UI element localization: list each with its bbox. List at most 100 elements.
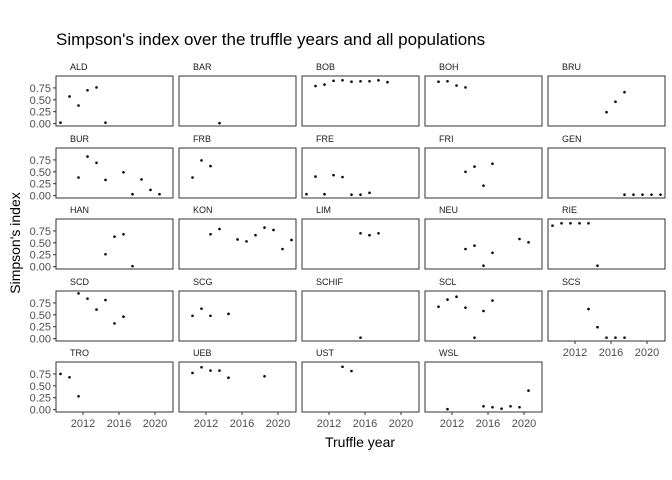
y-tick-label: 0.75 [30,226,51,238]
data-point-tro-2 [77,394,80,398]
data-point-scd-0 [77,292,80,295]
data-point-bur-0 [77,176,80,179]
panel-ust [301,361,420,413]
data-point-kon-0 [209,232,212,236]
x-tick-label: 2016 [353,418,377,430]
data-point-ald-5 [104,121,107,124]
x-tick-label: 2012 [194,418,218,430]
data-point-wsl-4 [509,404,512,408]
facet-label-rie: RIE [562,205,577,215]
facet-label-bob: BOB [316,62,335,72]
data-point-bob-0 [314,84,317,88]
data-point-neu-5 [527,241,530,244]
data-point-scd-2 [95,308,98,311]
y-tick-label: 0.75 [30,369,51,381]
data-point-ald-4 [95,86,98,89]
data-point-kon-8 [290,238,293,242]
panel-fri [424,147,543,199]
x-tick-label: 2016 [476,418,500,430]
data-point-bur-4 [122,170,125,174]
data-point-gen-1 [632,193,635,196]
data-point-bur-3 [104,178,107,182]
x-tick-label: 2012 [563,347,587,359]
data-point-han-0 [104,252,107,256]
data-point-ald-1 [68,95,71,98]
x-tick-label: 2020 [635,347,659,359]
data-point-ust-1 [350,369,353,373]
panel-fre [301,147,420,199]
data-point-scd-4 [113,322,116,325]
data-point-lim-1 [368,233,371,237]
x-tick-label: 2012 [317,418,341,430]
y-tick-label: 0.50 [30,238,51,250]
facet-label-scs: SCS [562,277,581,287]
data-point-rie-4 [587,221,590,225]
panel-han [55,218,174,270]
facet-label-wsl: WSL [439,348,459,358]
data-point-scd-5 [122,315,125,319]
data-point-han-2 [122,232,125,236]
data-point-bur-7 [149,188,152,192]
data-point-bob-6 [368,79,371,83]
y-tick-label: 0.00 [30,119,51,131]
data-point-fre-1 [314,175,317,178]
data-point-bru-2 [623,90,626,94]
facet-label-lim: LIM [316,205,331,215]
data-point-gen-0 [623,193,626,196]
data-point-scg-2 [209,314,212,318]
panel-scd [55,290,174,342]
data-point-kon-4 [254,233,257,237]
data-point-kon-6 [272,228,275,232]
data-point-kon-1 [218,227,221,231]
data-point-rie-1 [560,221,563,225]
data-point-frb-1 [200,159,203,162]
data-point-scs-3 [614,336,617,339]
data-point-scl-2 [455,295,458,299]
facet-label-kon: KON [193,205,213,215]
facet-label-bar: BAR [193,62,212,72]
data-point-bob-3 [341,78,344,82]
data-point-fre-5 [350,193,353,196]
data-point-scl-6 [491,299,494,302]
y-axis-title: Simpson's index [7,192,23,294]
facet-label-bru: BRU [562,62,581,72]
data-point-scl-0 [437,305,440,309]
data-point-scg-0 [191,314,194,318]
facet-label-neu: NEU [439,205,458,215]
x-tick-label: 2020 [266,418,290,430]
panel-rie [547,218,666,270]
data-point-neu-1 [473,244,476,247]
data-point-kon-5 [263,226,266,229]
y-tick-label: 0.50 [30,381,51,393]
x-tick-label: 2020 [389,418,413,430]
panel-boh [424,75,543,127]
x-tick-label: 2020 [143,418,167,430]
data-point-ueb-0 [191,371,194,375]
panel-bru [547,75,666,127]
data-point-ust-0 [341,365,344,369]
facet-label-ueb: UEB [193,348,212,358]
data-point-boh-1 [446,79,449,83]
data-point-lim-0 [359,231,362,235]
y-tick-label: 0.50 [30,95,51,107]
data-point-neu-3 [491,251,494,255]
facet-label-ald: ALD [70,62,88,72]
panel-neu [424,218,543,270]
y-tick-label: 0.00 [30,405,51,417]
panel-scg [178,290,297,342]
data-point-kon-3 [245,240,248,243]
panel-lim [301,218,420,270]
data-point-scg-3 [227,312,230,316]
y-tick-label: 0.50 [30,167,51,179]
data-point-bru-0 [605,110,608,114]
y-tick-label: 0.75 [30,298,51,310]
data-point-scs-2 [605,336,608,339]
x-tick-label: 2012 [71,418,95,430]
data-point-bob-1 [323,83,326,86]
data-point-wsl-2 [491,405,494,409]
data-point-wsl-0 [446,407,449,411]
data-point-han-3 [131,264,134,268]
data-point-ueb-3 [218,369,221,372]
data-point-scs-0 [587,307,590,311]
